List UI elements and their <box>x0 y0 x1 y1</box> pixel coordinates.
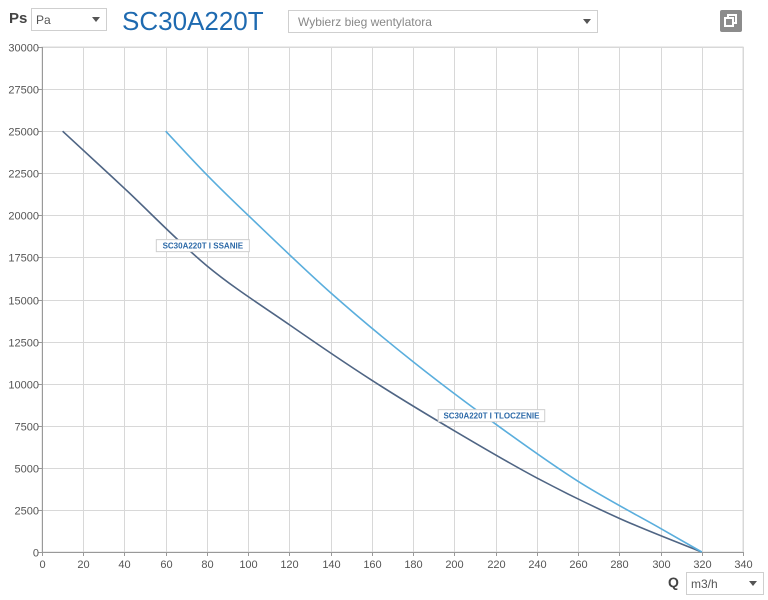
y-tick-label: 7500 <box>15 422 39 434</box>
y-tick-label: 20000 <box>8 211 39 223</box>
x-tick-label: 280 <box>610 559 628 571</box>
y-tick-label: 22500 <box>8 169 39 181</box>
y-tick-label: 17500 <box>8 253 39 265</box>
series-label-1: SC30A220T I SSANIE <box>155 239 250 253</box>
x-axis-ticks: 0 20 40 60 80 100 120 140 160 180 200 220 240 260 280 3… <box>39 552 753 571</box>
series-label-box <box>155 239 250 253</box>
series-label-box <box>437 409 546 423</box>
x-tick-label: 160 <box>363 559 381 571</box>
chart-series <box>62 130 703 553</box>
x-tick-label: 60 <box>160 559 172 571</box>
fan-speed-placeholder: Wybierz bieg wentylatora <box>298 15 432 29</box>
model-title: SC30A220T <box>122 6 264 36</box>
x-tick-label: 320 <box>693 559 711 571</box>
chevron-down-icon <box>92 17 100 22</box>
x-tick-label: 20 <box>77 559 89 571</box>
pressure-unit-select[interactable]: Pa <box>31 8 107 31</box>
series-line-1 <box>62 130 703 553</box>
series-line-2 <box>165 130 703 553</box>
fan-speed-select[interactable]: Wybierz bieg wentylatora <box>288 10 598 33</box>
chart-toolbar: Ps Pa SC30A220T Wybierz bieg wentylatora <box>0 0 768 40</box>
x-tick-label: 40 <box>118 559 130 571</box>
x-tick-label: 140 <box>322 559 340 571</box>
fan-curve-chart: 0 2500 5000 7500 10000 12500 15000 17500 20000 22… <box>8 43 753 572</box>
x-tick-label: 0 <box>39 559 45 571</box>
x-tick-label: 180 <box>404 559 422 571</box>
copy-button[interactable] <box>720 10 742 32</box>
x-tick-label: 80 <box>201 559 213 571</box>
series-label-2: SC30A220T I TLOCZENIE <box>437 409 546 423</box>
ps-axis-label: Ps <box>9 10 28 27</box>
chevron-down-icon <box>749 581 757 586</box>
plot-frame <box>41 46 744 553</box>
y-tick-label: 10000 <box>8 380 39 392</box>
y-tick-label: 30000 <box>8 43 39 55</box>
y-tick-label: 27500 <box>8 85 39 97</box>
x-tick-label: 220 <box>487 559 505 571</box>
y-tick-label: 0 <box>33 548 39 560</box>
y-axis-ticks: 0 2500 5000 7500 10000 12500 15000 17500 20000 22… <box>8 43 42 560</box>
y-tick-label: 25000 <box>8 127 39 139</box>
y-tick-label: 2500 <box>15 506 39 518</box>
flow-unit-select[interactable]: m3/h <box>686 572 764 595</box>
x-tick-label: 120 <box>280 559 298 571</box>
y-tick-label: 15000 <box>8 296 39 308</box>
x-tick-label: 300 <box>652 559 670 571</box>
x-tick-label: 240 <box>528 559 546 571</box>
x-tick-label: 340 <box>734 559 752 571</box>
series-labels: SC30A220T I SSANIE SC30A220T I TLOCZENIE <box>155 239 546 423</box>
series-label-text: SC30A220T I SSANIE <box>163 242 244 251</box>
chart-grid <box>41 46 744 553</box>
x-tick-label: 200 <box>445 559 463 571</box>
pressure-unit-value: Pa <box>36 13 51 27</box>
chevron-down-icon <box>583 19 591 24</box>
y-tick-label: 12500 <box>8 338 39 350</box>
y-tick-label: 5000 <box>15 464 39 476</box>
x-tick-label: 100 <box>239 559 257 571</box>
flow-unit-value: m3/h <box>691 577 718 591</box>
series-label-text: SC30A220T I TLOCZENIE <box>443 412 540 421</box>
q-axis-label: Q <box>668 574 679 590</box>
x-tick-label: 260 <box>569 559 587 571</box>
